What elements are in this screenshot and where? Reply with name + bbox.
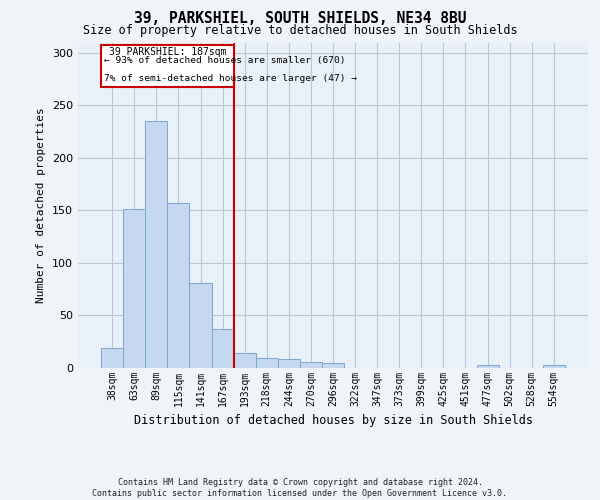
X-axis label: Distribution of detached houses by size in South Shields: Distribution of detached houses by size … [133, 414, 533, 427]
Bar [322, 364, 344, 368]
Bar [543, 366, 565, 368]
Y-axis label: Number of detached properties: Number of detached properties [37, 107, 46, 303]
Text: 39 PARKSHIEL: 187sqm: 39 PARKSHIEL: 187sqm [109, 46, 226, 56]
Text: Contains HM Land Registry data © Crown copyright and database right 2024.
Contai: Contains HM Land Registry data © Crown c… [92, 478, 508, 498]
Text: 7% of semi-detached houses are larger (47) →: 7% of semi-detached houses are larger (4… [104, 74, 358, 82]
Bar [101, 348, 123, 368]
Bar [233, 353, 256, 368]
Bar [123, 209, 145, 368]
Bar [256, 358, 278, 368]
Bar [145, 121, 167, 368]
Bar [101, 44, 233, 86]
Bar [300, 362, 322, 368]
Text: 39, PARKSHIEL, SOUTH SHIELDS, NE34 8BU: 39, PARKSHIEL, SOUTH SHIELDS, NE34 8BU [134, 11, 466, 26]
Bar [476, 366, 499, 368]
Bar [190, 282, 212, 368]
Bar [167, 203, 190, 368]
Bar [212, 328, 233, 368]
Bar [278, 359, 300, 368]
Text: Size of property relative to detached houses in South Shields: Size of property relative to detached ho… [83, 24, 517, 37]
Text: ← 93% of detached houses are smaller (670): ← 93% of detached houses are smaller (67… [104, 56, 346, 65]
